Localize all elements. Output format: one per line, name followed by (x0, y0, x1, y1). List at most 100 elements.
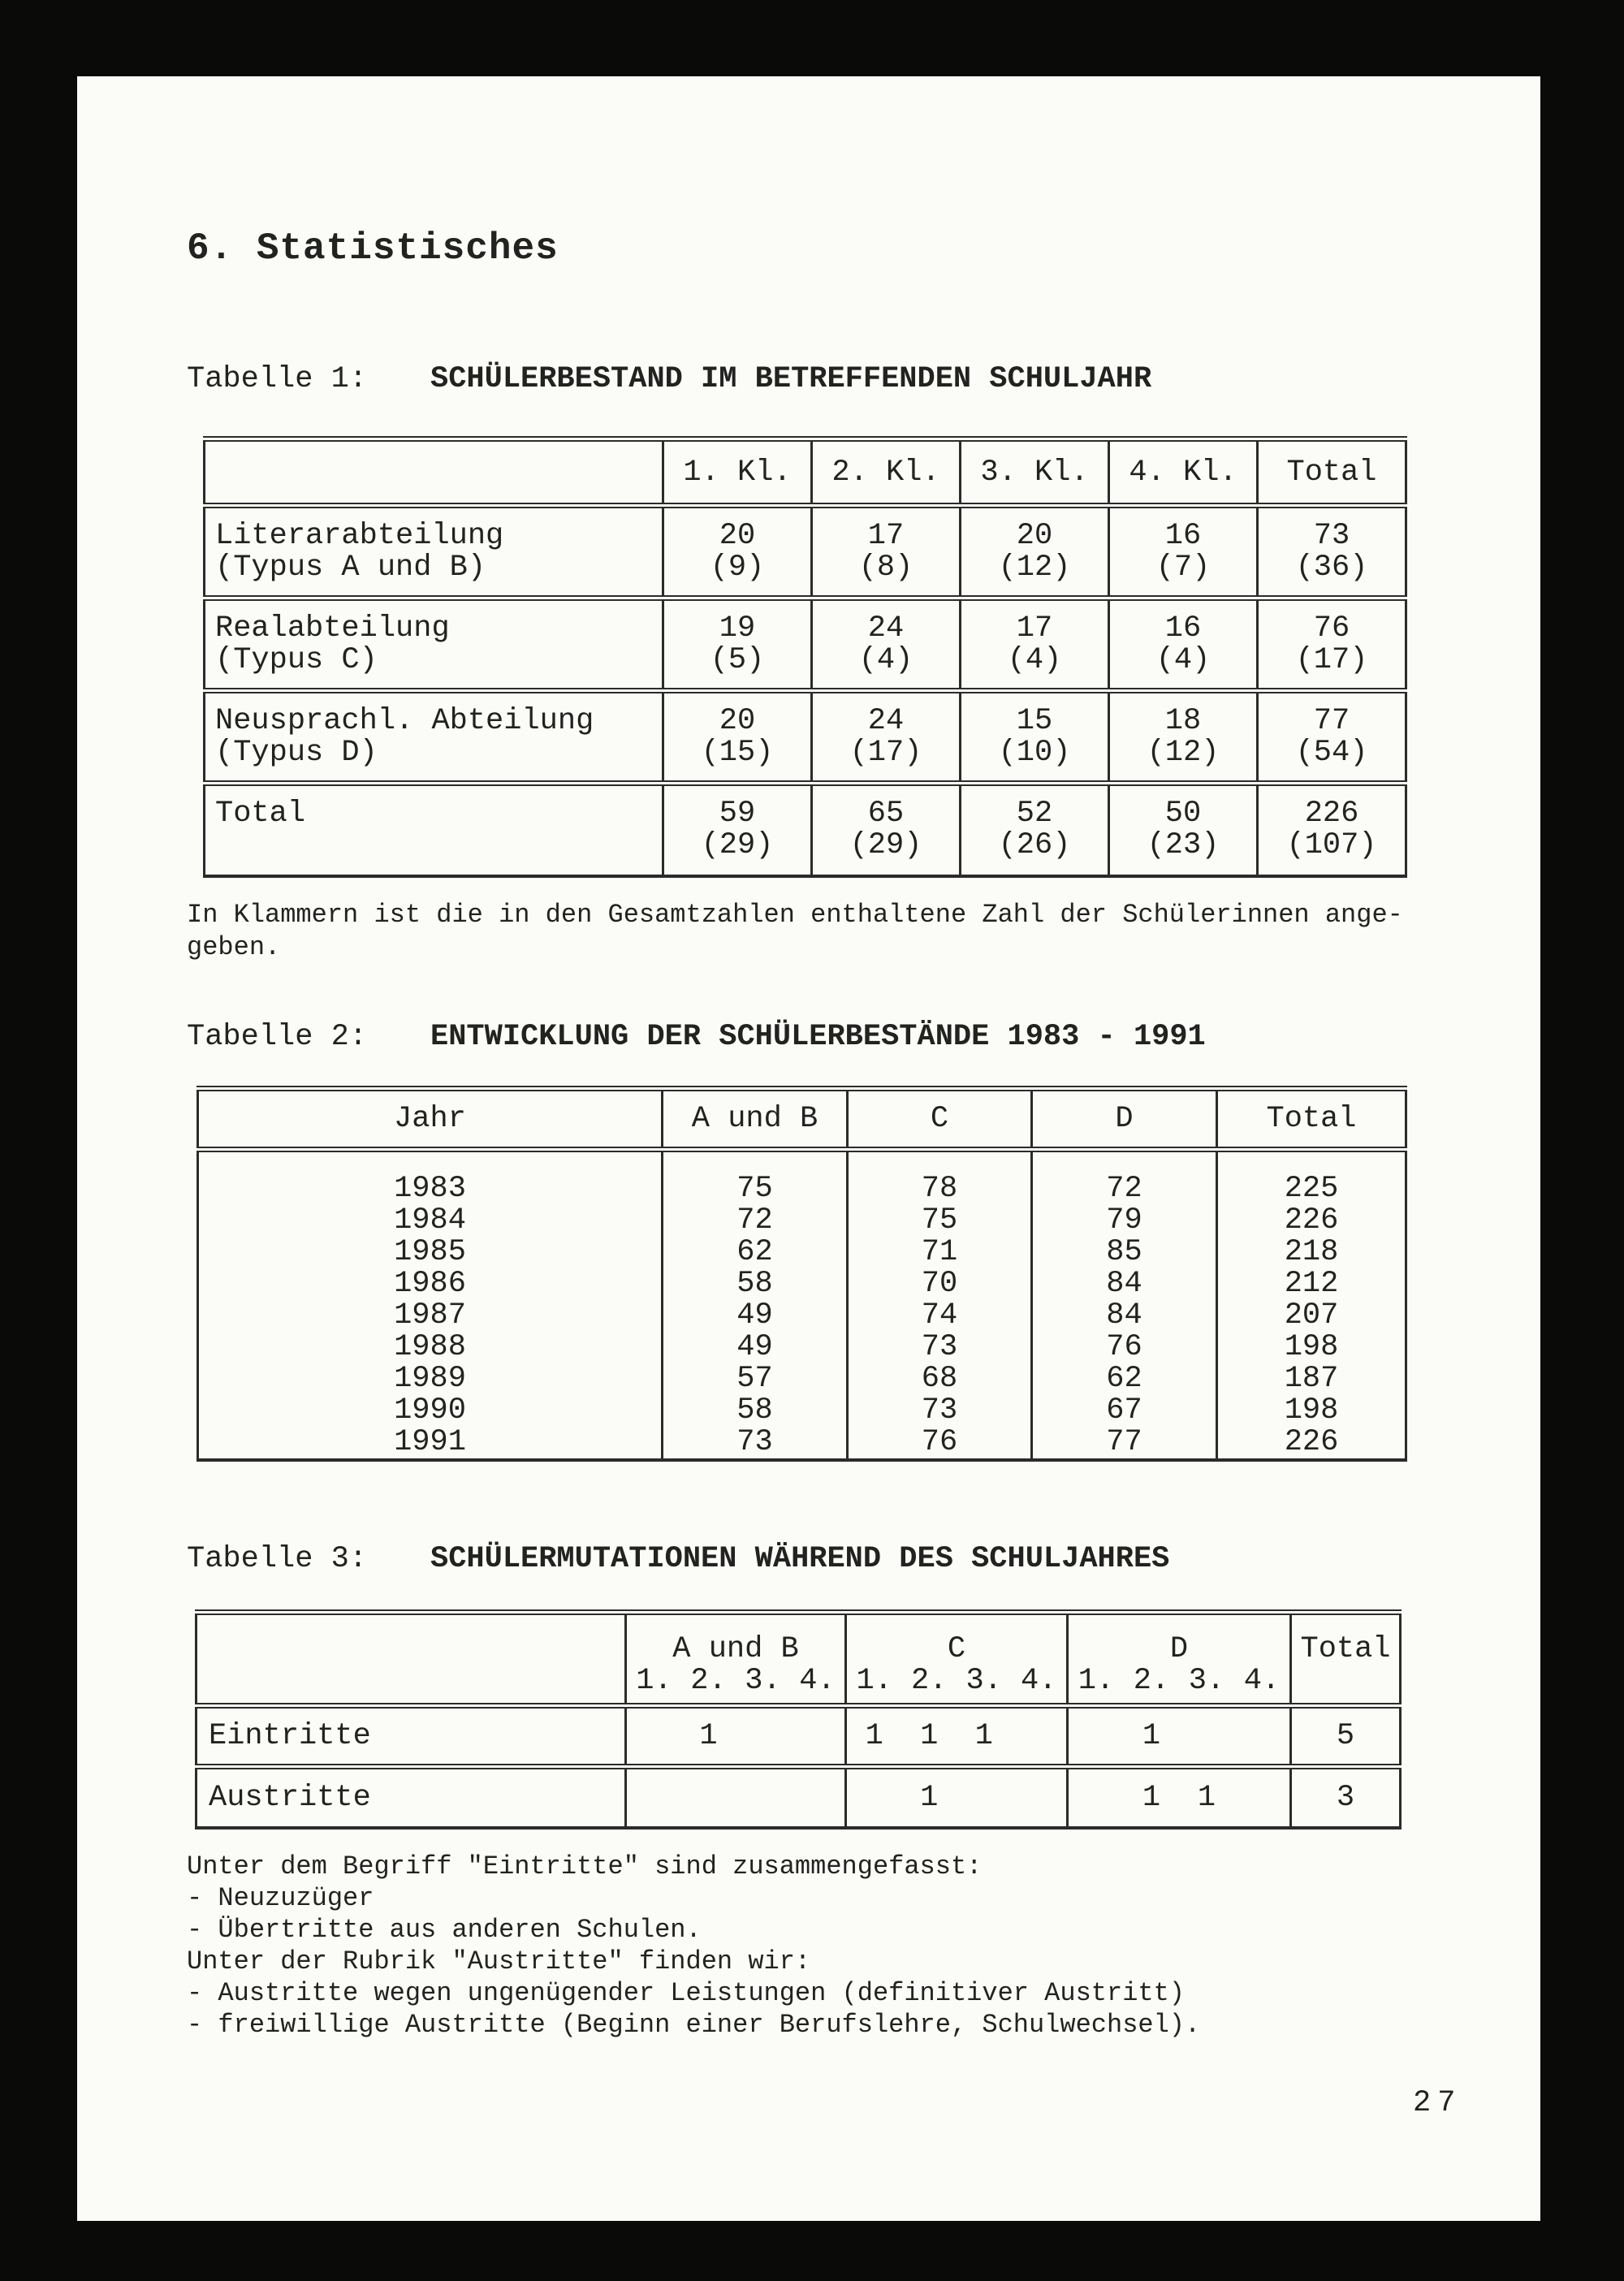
table2-heading-label: Tabelle 2: (187, 1020, 368, 1054)
document-page: 6. Statistisches Tabelle 1: SCHÜLERBESTAN… (77, 76, 1540, 2221)
cell-value: 20 (719, 704, 756, 738)
cell-girls: (12) (998, 551, 1071, 585)
year-value: 1983 (394, 1172, 466, 1206)
cell-girls: (4) (1007, 643, 1062, 677)
table-row: Literarabteilung (Typus A und B) 20 (9) 1… (204, 505, 1406, 598)
note-line: In Klammern ist die in den Gesamtzahlen … (187, 900, 1403, 930)
cell-value: 74 (921, 1298, 958, 1333)
table-cell: 17 (8) (810, 505, 961, 598)
table-cell: 19 (5) (662, 598, 812, 691)
cell-value: 84 (1106, 1267, 1142, 1301)
group-cell: 1 1 (1066, 1766, 1291, 1828)
row-label-cell: Total (205, 784, 663, 876)
table1-col-header: Total (1256, 438, 1406, 506)
total-cell: 3 (1289, 1766, 1401, 1828)
table1-col-header: 1. Kl. (662, 438, 812, 506)
cell-value: 24 (867, 611, 905, 646)
subclass-value-row: 1 (627, 1719, 844, 1753)
table3: A und B 1. 2. 3. 4. C 1. 2. 3. 4. (195, 1609, 1402, 1830)
subclass-label: 4. (1021, 1664, 1057, 1698)
table-cell: 59 (29) (662, 783, 812, 876)
cell-value: 212 (1284, 1267, 1339, 1301)
cell-value: 226 (1284, 1203, 1339, 1238)
cell-girls: (4) (858, 643, 914, 677)
cell-girls: (23) (1147, 828, 1220, 862)
subclass-label: 4. (799, 1664, 836, 1698)
subclass-value (1012, 1719, 1067, 1753)
cell-value: 77 (1313, 704, 1350, 738)
d-column: 72 79 85 84 84 76 62 67 77 (1030, 1149, 1217, 1460)
cell-value: 198 (1284, 1393, 1339, 1428)
row-label-cell: Literarabteilung (Typus A und B) (205, 506, 663, 598)
table3-group-header: C 1. 2. 3. 4. (844, 1612, 1068, 1706)
cell-value: 218 (1284, 1235, 1339, 1269)
table1-corner-cell (205, 439, 663, 506)
cell-value: 207 (1284, 1298, 1339, 1333)
table2-col-header: D (1030, 1088, 1217, 1150)
subclass-value (1179, 1719, 1234, 1753)
table1-note: In Klammern ist die in den Gesamtzahlen … (187, 899, 1403, 964)
c-column: 78 75 71 70 74 73 68 73 76 (846, 1149, 1032, 1460)
group-label: C (947, 1632, 966, 1666)
subclass-header-row: 1. 2. 3. 4. (1069, 1665, 1289, 1696)
cell-girls: (9) (710, 551, 765, 585)
footnote-line: - Austritte wegen ungenügender Leistunge… (187, 1978, 1185, 2008)
cell-girls: (54) (1295, 736, 1368, 770)
footnote-line: - Übertritte aus anderen Schulen. (187, 1915, 702, 1945)
cell-value: 76 (1106, 1330, 1142, 1364)
table3-group-header: A und B 1. 2. 3. 4. (624, 1612, 846, 1706)
cell-girls: (15) (701, 736, 774, 770)
row-label: Realabteilung (215, 611, 450, 646)
subclass-label: 1. (636, 1664, 672, 1698)
table1-heading: Tabelle 1: SCHÜLERBESTAND IM BETREFFENDEN… (187, 362, 1151, 396)
table3-header-row: A und B 1. 2. 3. 4. C 1. 2. 3. 4. (197, 1612, 1401, 1706)
cell-value: 73 (1313, 519, 1350, 553)
subclass-value: 1 (974, 1719, 993, 1753)
table2-heading: Tabelle 2: ENTWICKLUNG DER SCHÜLERBESTÄND… (187, 1020, 1206, 1054)
cell-value: 57 (736, 1362, 773, 1396)
table3-group-header: D 1. 2. 3. 4. (1066, 1612, 1291, 1706)
cell-value: 50 (1164, 797, 1202, 831)
table-cell: 226 (107) (1256, 783, 1406, 876)
table3-heading-label: Tabelle 3: (187, 1542, 368, 1576)
cell-value: 78 (921, 1172, 958, 1206)
cell-value: 62 (736, 1235, 773, 1269)
cell-value: 16 (1164, 611, 1202, 646)
table-cell: 73 (36) (1256, 505, 1406, 598)
subclass-label: 3. (745, 1664, 781, 1698)
subclass-label: 3. (965, 1664, 1002, 1698)
cell-girls: (7) (1155, 551, 1211, 585)
subclass-value: 1 (1197, 1780, 1216, 1815)
table2-heading-title: ENTWICKLUNG DER SCHÜLERBESTÄNDE 1983 - 1… (430, 1020, 1206, 1054)
cell-value: 73 (921, 1330, 958, 1364)
aundb-column: 75 72 62 58 49 49 57 58 73 (661, 1149, 848, 1460)
table3-total-header: Total (1289, 1612, 1401, 1706)
cell-girls: (12) (1147, 736, 1220, 770)
cell-girls: (8) (858, 551, 914, 585)
group-cell (624, 1766, 846, 1828)
table-total-row: Total 59 (29) 65 (29) 52 (26) 50 (23) 226 (10… (204, 783, 1406, 876)
subclass-value-row: 1 (1069, 1719, 1289, 1753)
subclass-value: 1 (865, 1719, 883, 1753)
subclass-value (1012, 1781, 1067, 1815)
subclass-header-row: 1. 2. 3. 4. (847, 1665, 1066, 1696)
cell-value: 20 (719, 519, 756, 553)
table-row: Realabteilung (Typus C) 19 (5) 24 (4) 17 (4… (204, 598, 1406, 691)
subclass-value: 1 (699, 1719, 718, 1753)
cell-girls: (29) (701, 828, 774, 862)
subclass-value (1069, 1719, 1124, 1753)
table2-body: 1983 1984 1985 1986 1987 1988 1989 1990 … (197, 1149, 1406, 1460)
cell-value: 17 (867, 519, 905, 553)
footnote-line: Unter der Rubrik "Austritte" finden wir: (187, 1946, 811, 1976)
year-value: 1987 (394, 1298, 466, 1333)
cell-girls: (4) (1155, 643, 1211, 677)
table2: Jahr A und B C D Total 1983 1984 1985 19… (197, 1086, 1407, 1462)
subclass-value-row: 1 (847, 1781, 1066, 1815)
table2-header-row: Jahr A und B C D Total (198, 1088, 1406, 1150)
subclass-label: 1. (1078, 1664, 1115, 1698)
cell-value: 187 (1284, 1362, 1339, 1396)
footnote-line: Unter dem Begriff "Eintritte" sind zusam… (187, 1851, 983, 1881)
cell-value: 49 (736, 1298, 773, 1333)
table3-heading-title: SCHÜLERMUTATIONEN WÄHREND DES SCHULJAHRE… (430, 1542, 1170, 1576)
